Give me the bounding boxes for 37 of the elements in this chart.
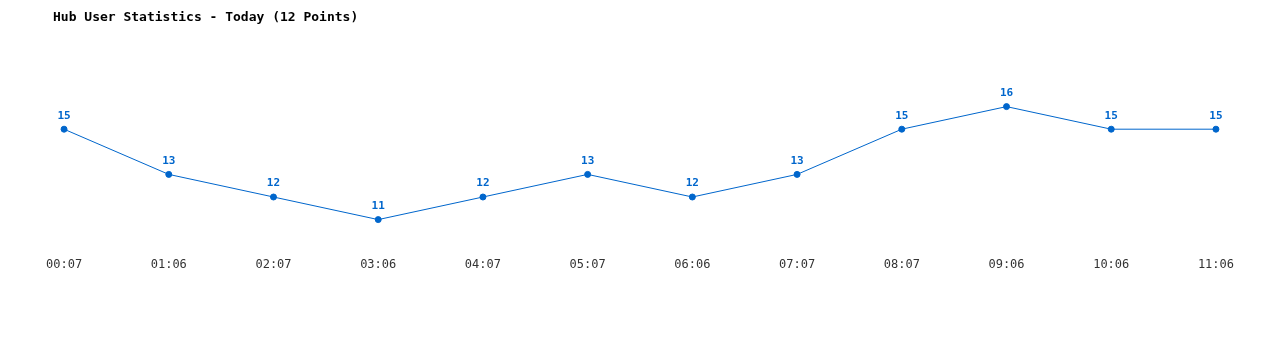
x-tick-label: 01:06	[150, 256, 187, 271]
data-label: 15	[57, 108, 71, 122]
x-tick-label: 09:06	[988, 256, 1025, 271]
point	[584, 170, 592, 178]
point	[165, 170, 173, 178]
x-tick-label: 08:07	[883, 256, 920, 271]
data-label: 13	[581, 153, 595, 167]
data-label: 13	[162, 153, 176, 167]
x-tick-label: 02:07	[255, 256, 292, 271]
point	[688, 193, 696, 201]
point	[479, 193, 487, 201]
data-label: 11	[371, 198, 386, 212]
data-label: 12	[476, 176, 490, 190]
point	[1212, 125, 1220, 133]
x-tick-label: 03:06	[360, 256, 397, 271]
x-tick-label: 05:07	[569, 256, 606, 271]
point	[60, 125, 68, 133]
x-tick-label: 00:07	[46, 256, 83, 271]
data-label: 15	[1104, 108, 1118, 122]
x-tick-label: 11:06	[1197, 256, 1234, 271]
point	[374, 216, 382, 224]
point	[269, 193, 277, 201]
x-tick-label: 06:06	[674, 256, 711, 271]
x-tick-label: 04:07	[464, 256, 501, 271]
data-label: 12	[685, 176, 699, 190]
point	[898, 125, 906, 133]
point	[1107, 125, 1115, 133]
x-tick-label: 10:06	[1093, 256, 1130, 271]
data-label: 13	[790, 153, 804, 167]
data-label: 12	[266, 176, 281, 190]
point	[793, 170, 801, 178]
chart-title: Hub User Statistics - Today (12 Points)	[53, 9, 359, 25]
data-label: 16	[999, 85, 1014, 99]
point	[1003, 103, 1011, 111]
data-label: 15	[895, 108, 909, 122]
x-tick-label: 07:07	[779, 256, 816, 271]
data-label: 15	[1209, 108, 1223, 122]
